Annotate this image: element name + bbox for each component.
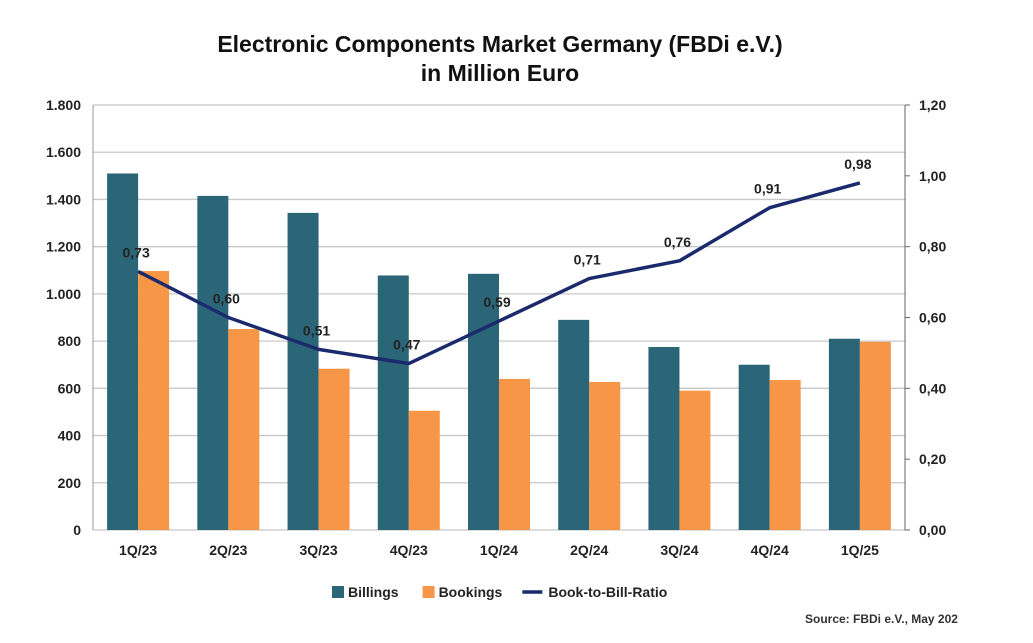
bar-billings [828,338,860,530]
bar-bookings [679,390,711,530]
bar-bookings [318,368,350,530]
ratio-data-label: 0,71 [574,252,601,268]
y-tick-label: 1.000 [46,286,81,302]
bar-billings [738,364,770,530]
y2-tick-label: 1,20 [919,97,946,113]
legend-label: Billings [348,584,399,600]
bar-bookings [138,270,170,530]
bar-billings [107,173,139,530]
y-tick-label: 200 [58,475,82,491]
y2-tick-label: 0,20 [919,451,946,467]
bar-billings [648,347,680,530]
x-tick-label: 2Q/23 [209,542,247,558]
source-note: Source: FBDi e.V., May 202 [805,612,958,626]
ratio-data-label: 0,76 [664,234,691,250]
title-line-2: in Million Euro [420,60,580,86]
title-line-1: Electronic Components Market Germany (FB… [217,31,783,57]
legend-label: Bookings [439,584,503,600]
bar-bookings [499,378,530,530]
y-tick-label: 1.400 [46,191,81,207]
y2-tick-label: 0,00 [919,522,946,538]
bar-billings [377,275,409,530]
bar-bookings [228,329,260,530]
x-tick-label: 3Q/23 [299,542,337,558]
ratio-data-label: 0,51 [303,322,330,338]
bar-bookings [859,341,891,530]
ratio-line [137,181,861,366]
ratio-data-label: 0,47 [393,337,420,353]
bar-billings [468,273,499,530]
x-tick-label: 2Q/24 [570,542,608,558]
x-tick-label: 1Q/23 [119,542,157,558]
bar-bookings [589,381,621,530]
y2-tick-label: 0,80 [919,239,946,255]
x-tick-label: 1Q/25 [841,542,879,558]
y-tick-label: 1.800 [46,97,81,113]
ratio-data-label: 0,91 [754,181,781,197]
ratio-data-label: 0,60 [213,291,240,307]
y2-tick-label: 1,00 [919,168,946,184]
bar-billings [558,319,590,530]
y-tick-label: 400 [58,428,82,444]
ratio-data-label: 0,59 [483,294,510,310]
legend-swatch-billings [332,586,344,598]
y-tick-label: 1.600 [46,144,81,160]
bar-billings [287,212,319,530]
legend-label: Book-to-Bill-Ratio [548,584,667,600]
x-tick-label: 4Q/23 [390,542,428,558]
x-tick-label: 3Q/24 [660,542,698,558]
y-tick-label: 600 [58,380,82,396]
chart-title: Electronic Components Market Germany (FB… [0,30,1000,88]
y2-tick-label: 0,60 [919,310,946,326]
bar-bookings [408,410,440,530]
y-tick-label: 1.200 [46,239,81,255]
x-tick-label: 1Q/24 [480,542,518,558]
bar-billings [197,195,229,530]
legend-swatch-bookings [422,586,435,598]
y-tick-label: 800 [58,333,82,349]
y-tick-label: 0 [73,522,81,538]
ratio-data-label: 0,73 [122,244,149,260]
x-tick-label: 4Q/24 [751,542,789,558]
y2-tick-label: 0,40 [919,380,946,396]
ratio-data-label: 0,98 [844,156,871,172]
bar-bookings [769,380,801,530]
